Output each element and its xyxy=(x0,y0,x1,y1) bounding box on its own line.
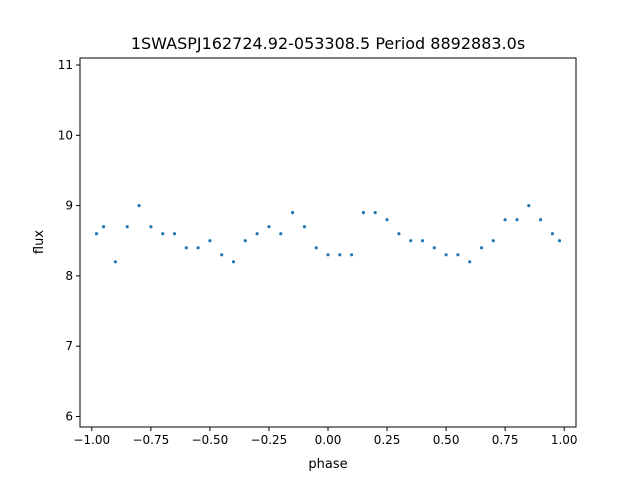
data-point xyxy=(125,225,129,229)
data-point xyxy=(420,239,425,243)
data-point xyxy=(267,225,271,229)
data-point xyxy=(326,253,330,257)
x-tick-label: 0.50 xyxy=(433,433,460,447)
y-tick-label: 10 xyxy=(58,128,73,142)
data-point xyxy=(373,211,377,215)
data-point xyxy=(196,246,200,250)
data-point xyxy=(361,211,365,215)
x-tick-label: −0.25 xyxy=(251,433,288,447)
data-point xyxy=(172,232,177,236)
data-point xyxy=(456,253,460,257)
data-point xyxy=(291,211,295,215)
data-point xyxy=(397,232,401,236)
x-tick-label: 0.75 xyxy=(492,433,519,447)
data-point xyxy=(479,246,484,250)
data-point xyxy=(350,253,354,257)
data-point xyxy=(444,253,448,257)
plot-frame xyxy=(79,57,577,428)
y-tick-label: 8 xyxy=(65,269,73,283)
y-tick-label: 6 xyxy=(65,409,73,423)
x-axis-ticks: −1.00 −0.75 −0.50 −0.25 0.00 0.25 0.50 0.75 1.00 xyxy=(73,427,578,447)
x-tick-label: −1.00 xyxy=(73,433,110,447)
data-point xyxy=(208,239,212,243)
x-tick-label: 0.25 xyxy=(374,433,401,447)
data-point xyxy=(557,239,562,243)
data-point xyxy=(314,246,318,250)
chart-title: 1SWASPJ162724.92-053308.5 Period 8892883… xyxy=(131,34,525,53)
x-tick-label: −0.50 xyxy=(192,433,229,447)
data-point xyxy=(243,239,247,243)
y-axis-ticks: 6 7 8 9 10 11 xyxy=(58,58,80,423)
data-point xyxy=(279,232,283,236)
data-point xyxy=(102,225,106,229)
data-point xyxy=(468,260,472,264)
data-point xyxy=(550,232,555,236)
data-point xyxy=(94,232,99,236)
data-point xyxy=(220,253,224,257)
data-point xyxy=(515,218,519,222)
data-point xyxy=(137,204,141,208)
y-tick-label: 9 xyxy=(65,199,73,213)
data-point xyxy=(149,225,153,229)
data-point xyxy=(161,232,165,236)
x-tick-label: 1.00 xyxy=(551,433,578,447)
x-axis-label: phase xyxy=(308,457,347,472)
data-point xyxy=(255,232,259,236)
data-point xyxy=(409,239,413,243)
y-tick-label: 7 xyxy=(65,339,73,353)
data-point xyxy=(302,225,306,229)
y-tick-label: 11 xyxy=(58,58,73,72)
data-point xyxy=(231,260,236,264)
data-point xyxy=(539,218,543,222)
data-point xyxy=(491,239,495,243)
data-point xyxy=(503,218,507,222)
data-point xyxy=(338,253,342,257)
data-point xyxy=(385,218,389,222)
x-tick-label: 0.00 xyxy=(315,433,342,447)
data-point xyxy=(113,260,117,264)
data-point xyxy=(184,246,188,250)
data-point xyxy=(432,246,436,250)
data-point xyxy=(527,204,531,208)
scatter-points xyxy=(94,204,562,264)
x-tick-label: −0.75 xyxy=(132,433,169,447)
y-axis-label: flux xyxy=(32,230,47,254)
